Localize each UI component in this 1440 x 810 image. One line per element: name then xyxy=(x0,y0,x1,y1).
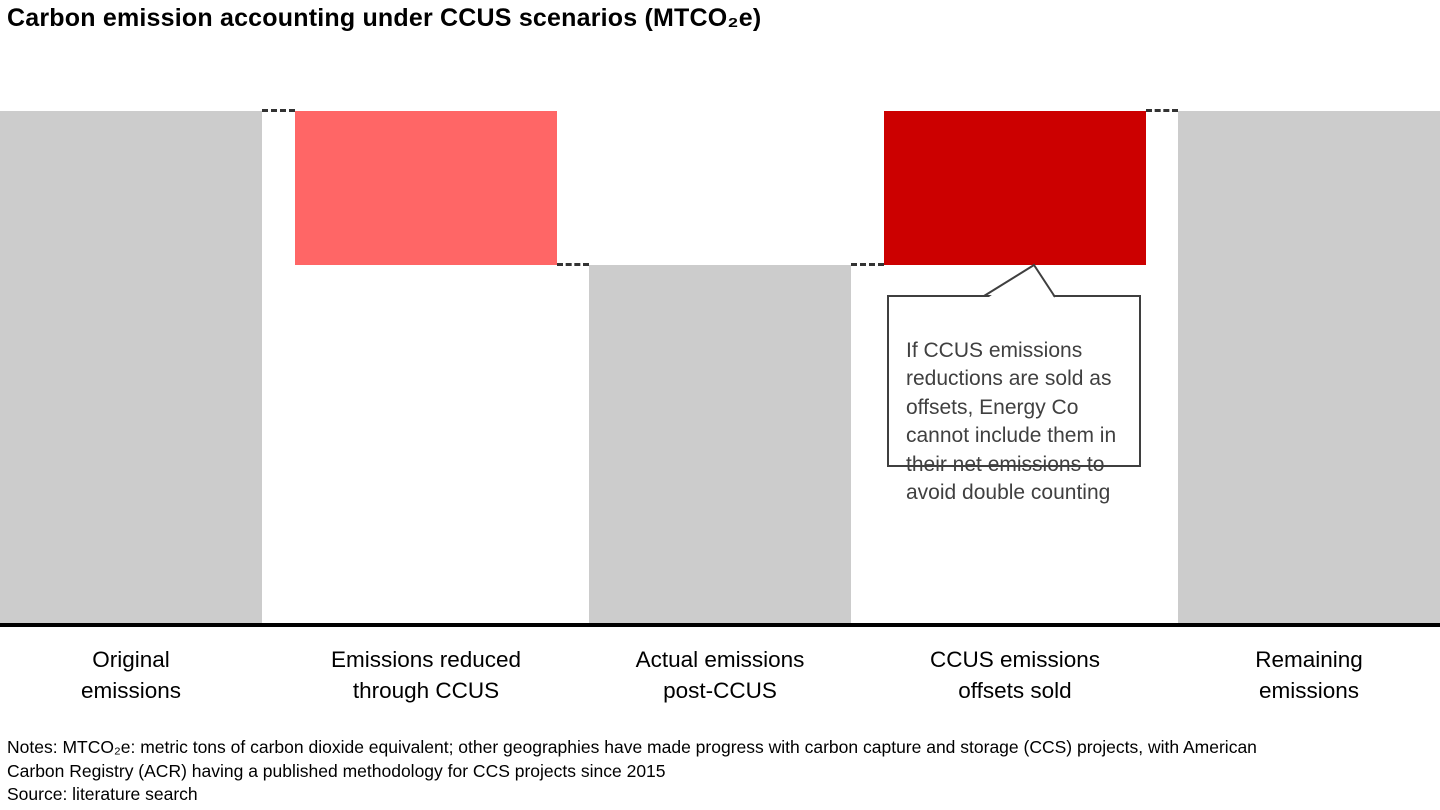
dashed-connector-1 xyxy=(262,109,295,112)
chart-title: Carbon emission accounting under CCUS sc… xyxy=(7,4,762,32)
bar-original-emissions xyxy=(0,111,262,623)
footnote-source: Source: literature search xyxy=(7,784,198,804)
bar-actual-emissions-post-ccus xyxy=(589,264,851,623)
callout-pointer-icon xyxy=(983,263,1056,299)
bar-remaining-emissions xyxy=(1178,111,1440,623)
axis-label-actual-emissions-post-ccus: Actual emissions post-CCUS xyxy=(635,647,805,703)
dashed-connector-4 xyxy=(1146,109,1178,112)
axis-label-original-emissions: Original emissions xyxy=(80,647,182,703)
dashed-connector-2 xyxy=(557,262,589,266)
callout-box: If CCUS emissions reductions are sold as… xyxy=(887,295,1141,504)
bar-ccus-emissions-offsets-sold xyxy=(884,111,1146,265)
axis-label-remaining-emissions: Remaining emissions xyxy=(1255,647,1363,703)
axis-label-emissions-reduced-through-ccus: Emissions reduced through CCUS xyxy=(330,647,522,703)
footnote-notes: Notes: MTCO₂e: metric tons of carbon dio… xyxy=(7,737,1257,781)
callout-text: If CCUS emissions reductions are sold as… xyxy=(906,338,1117,505)
bar-emissions-reduced-through-ccus xyxy=(295,111,557,265)
axis-label-ccus-emissions-offsets-sold: CCUS emissions offsets sold xyxy=(929,647,1101,703)
x-axis-line xyxy=(0,623,1440,627)
dashed-connector-3 xyxy=(851,262,884,266)
